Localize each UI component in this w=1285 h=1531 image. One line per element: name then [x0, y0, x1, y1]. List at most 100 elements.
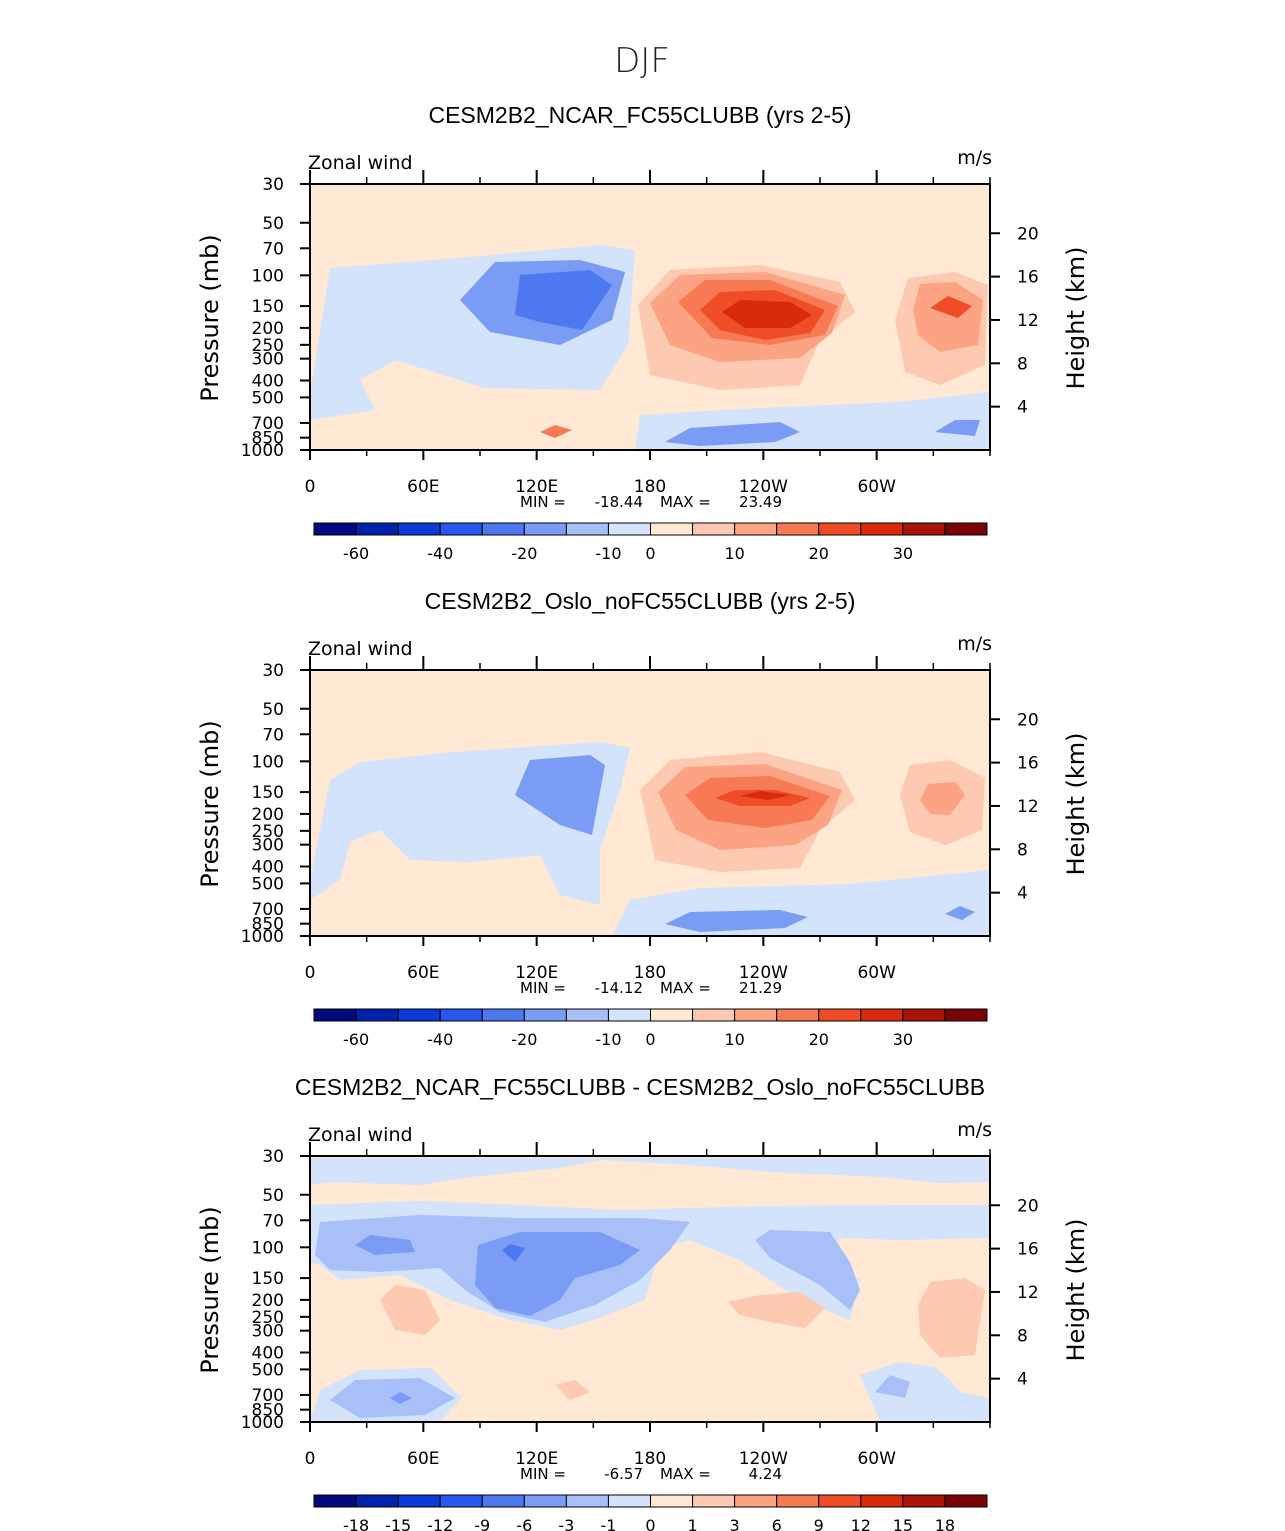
colorbar-box	[565, 1494, 609, 1508]
y-tick-label: 30	[262, 175, 284, 195]
y-tick-label: 300	[252, 836, 284, 856]
contour-region	[555, 1380, 590, 1400]
colorbar-box	[481, 522, 525, 536]
height-tick-label: 12	[1017, 1283, 1039, 1303]
y-tick-label: 200	[252, 1291, 284, 1311]
colorbar-label: 30	[893, 1030, 913, 1049]
colorbar-label: -18	[343, 1516, 369, 1531]
height-tick-label: 4	[1017, 398, 1028, 418]
colorbar-label: 0	[645, 1516, 655, 1531]
colorbar-label: 0	[645, 1030, 655, 1049]
y-tick-label: 250	[252, 1308, 284, 1328]
colorbar-box	[523, 522, 567, 536]
panel-title: CESM2B2_Oslo_noFC55CLUBB (yrs 2-5)	[425, 588, 856, 614]
colorbar-box	[607, 1008, 651, 1022]
colorbar-box	[650, 1008, 694, 1022]
panel-title: CESM2B2_NCAR_FC55CLUBB (yrs 2-5)	[428, 102, 851, 128]
colorbar-box	[397, 1008, 441, 1022]
y-tick-label: 1000	[241, 441, 284, 461]
height-tick-label: 16	[1017, 1240, 1039, 1260]
min-value: -18.44	[595, 493, 643, 511]
y-tick-label: 700	[252, 900, 284, 920]
y-tick-label: 400	[252, 371, 284, 391]
y-tick-label: 500	[252, 1360, 284, 1380]
contour-region	[722, 300, 812, 328]
colorbar-box	[313, 1494, 357, 1508]
contour-region	[665, 910, 808, 932]
contour-region	[355, 1235, 415, 1255]
height-tick-label: 4	[1017, 884, 1028, 904]
x-tick-label: 60W	[857, 1449, 896, 1469]
height-tick-label: 8	[1017, 1326, 1028, 1346]
contour-region	[728, 1292, 825, 1328]
colorbar-box	[565, 1008, 609, 1022]
contour-region	[740, 791, 790, 800]
colorbar-box	[902, 1008, 946, 1022]
x-tick-label: 0	[305, 1449, 316, 1469]
contour-region	[310, 1242, 990, 1418]
y-tick-label: 250	[252, 336, 284, 356]
max-value: 21.29	[739, 979, 782, 997]
colorbar-label: 20	[809, 544, 829, 563]
y-tick-label: 700	[252, 414, 284, 434]
colorbar-label: -9	[474, 1516, 490, 1531]
colorbar-label: -10	[595, 1030, 621, 1049]
y-tick-label: 700	[252, 1386, 284, 1406]
contour-region	[380, 1285, 440, 1335]
height-tick-label: 12	[1017, 311, 1039, 331]
colorbar-box	[481, 1494, 525, 1508]
colorbar-box	[944, 1008, 988, 1022]
colorbar-label: 3	[730, 1516, 740, 1531]
contour-region	[310, 295, 322, 330]
contour-region	[498, 898, 598, 932]
panel-full-wind-ncar: CESM2B2_NCAR_FC55CLUBB (yrs 2-5) Zonal wi…	[196, 102, 1090, 563]
contour-region	[755, 1230, 860, 1310]
contour-region	[930, 296, 972, 318]
contour-region	[935, 420, 980, 436]
colorbar-box	[776, 1008, 820, 1022]
colorbar-box	[818, 522, 862, 536]
x-tick-label: 180	[634, 963, 666, 983]
y-tick-label: 70	[262, 725, 284, 745]
colorbar-box	[439, 1494, 483, 1508]
x-tick-label: 180	[634, 1449, 666, 1469]
colorbar-label: -1	[600, 1516, 616, 1531]
max-value: 23.49	[739, 493, 782, 511]
colorbar-box	[397, 1494, 441, 1508]
min-value: -14.12	[595, 979, 643, 997]
colorbar-box	[355, 1008, 399, 1022]
max-label: MAX =	[660, 979, 711, 997]
y-axis-title: Pressure (mb)	[196, 234, 224, 401]
y-tick-label: 50	[262, 700, 284, 720]
contour-region	[945, 906, 975, 920]
y-tick-label: 150	[252, 1269, 284, 1289]
y-tick-label: 200	[252, 319, 284, 339]
y-tick-label: 1000	[241, 1413, 284, 1433]
colorbar-label: -10	[595, 544, 621, 563]
x-tick-label: 120E	[515, 477, 558, 497]
colorbar-box	[439, 1008, 483, 1022]
y-tick-label: 1000	[241, 927, 284, 947]
height-tick-label: 20	[1017, 224, 1039, 244]
colorbar-label: 18	[935, 1516, 955, 1531]
min-label: MIN =	[520, 1465, 566, 1483]
height-tick-label: 16	[1017, 754, 1039, 774]
colorbar-label: 12	[851, 1516, 871, 1531]
height-tick-label: 8	[1017, 840, 1028, 860]
min-value: -6.57	[604, 1465, 643, 1483]
min-label: MIN =	[520, 979, 566, 997]
contour-region	[515, 755, 605, 835]
height-tick-label: 4	[1017, 1370, 1028, 1390]
contour-field	[310, 1156, 990, 1422]
y-tick-label: 850	[252, 1401, 284, 1421]
colorbar-box	[818, 1494, 862, 1508]
x-tick-label: 60E	[407, 1449, 439, 1469]
x-tick-label: 120W	[739, 477, 788, 497]
y-tick-label: 500	[252, 388, 284, 408]
x-tick-label: 120E	[515, 1449, 558, 1469]
colorbar-label: 10	[724, 544, 744, 563]
y-tick-label: 30	[262, 661, 284, 681]
colorbar-box	[734, 522, 778, 536]
y-axis-title: Pressure (mb)	[196, 1206, 224, 1373]
variable-label: Zonal wind	[308, 152, 413, 174]
